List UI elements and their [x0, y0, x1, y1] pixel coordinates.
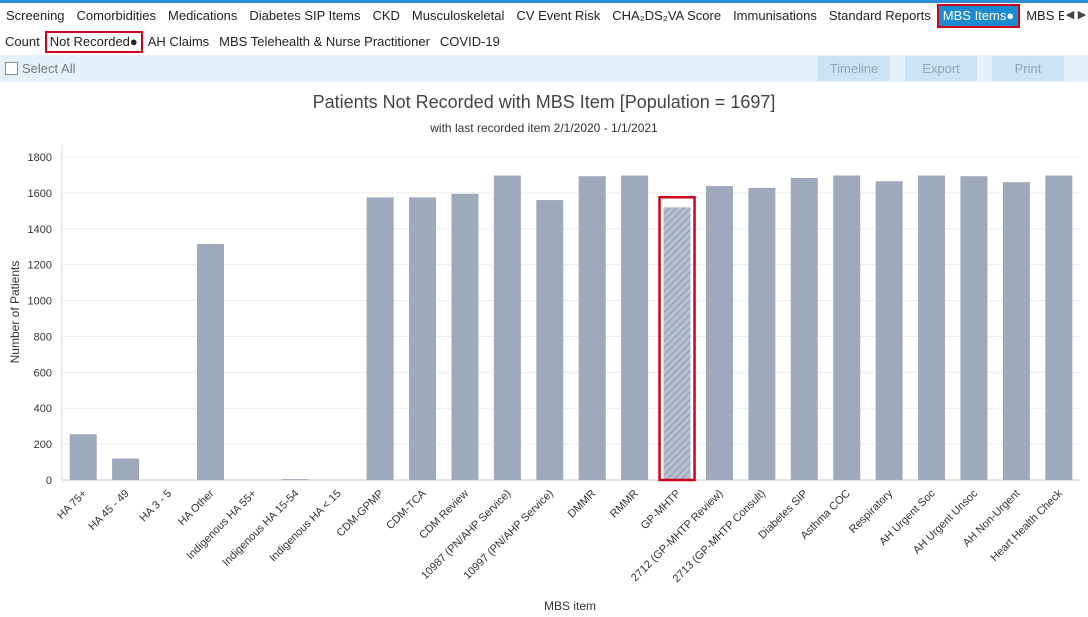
x-tick-label: Indigenous HA 15-54: [220, 488, 301, 569]
bar-10997-pn-ahp-service[interactable]: [536, 200, 564, 481]
y-tick-label: 1400: [28, 224, 52, 236]
tab-diabetes-sip-items[interactable]: Diabetes SIP Items: [249, 8, 361, 23]
x-tick-label: 10997 (PN/AHP Service): [462, 488, 556, 582]
bar-ah-urgent-soc[interactable]: [918, 175, 946, 480]
y-tick-label: 1600: [28, 188, 52, 200]
bar-rmmr[interactable]: [621, 175, 649, 480]
highlight-box: [658, 195, 696, 482]
chart-subtitle: with last recorded item 2/1/2020 - 1/1/2…: [430, 121, 658, 135]
tab-screening[interactable]: Screening: [6, 8, 65, 23]
tab-cha2ds2va-score[interactable]: CHA₂DS₂VA Score: [612, 8, 722, 23]
sub-tab-bar: Count Not Recorded● AH Claims MBS Telehealt…: [0, 30, 1088, 54]
x-axis-label: MBS item: [544, 599, 596, 613]
bar-ah-non-urgent[interactable]: [1002, 182, 1030, 480]
chevron-right-icon[interactable]: ▶: [1076, 3, 1088, 27]
bar-ha-75[interactable]: [69, 434, 97, 480]
bar-dmmr[interactable]: [578, 176, 606, 480]
subtab-not-recorded[interactable]: Not Recorded●: [44, 31, 143, 53]
toolbar: Select All Timeline Export Print: [0, 55, 1088, 82]
x-tick-label: GP-MHTP: [639, 488, 683, 532]
x-tick-label: HA 75+: [55, 488, 89, 522]
checkbox-icon[interactable]: [5, 62, 18, 75]
bar-asthma-coc[interactable]: [833, 175, 861, 480]
y-tick-label: 400: [34, 403, 52, 415]
chart-grid: [61, 145, 1080, 481]
y-axis-label: Number of Patients: [8, 261, 22, 364]
y-axis-ticks: 0 200 400 600 800 1000 1200 1400 1600 1800: [28, 152, 52, 487]
subtab-count[interactable]: Count: [5, 34, 40, 49]
y-tick-label: 1200: [28, 260, 52, 272]
y-tick-label: 1800: [28, 152, 52, 164]
x-tick-label: DMMR: [566, 488, 599, 521]
tab-immunisations[interactable]: Immunisations: [733, 8, 817, 23]
subtab-ah-claims[interactable]: AH Claims: [147, 34, 210, 49]
tab-mbs-items[interactable]: MBS Items●: [936, 4, 1021, 28]
select-all-checkbox[interactable]: Select All: [5, 61, 75, 76]
bar-ha-45-49[interactable]: [112, 458, 140, 480]
bar-ah-urgent-unsoc[interactable]: [960, 176, 988, 480]
tab-comorbidities[interactable]: Comorbidities: [76, 8, 157, 23]
y-tick-label: 200: [34, 439, 52, 451]
bar-heart-health-check[interactable]: [1045, 175, 1073, 480]
y-tick-label: 0: [46, 475, 52, 487]
x-axis-ticks: HA 75+HA 45 - 49 HA 3 - 5 HA OtherIndigeno…: [55, 487, 1065, 585]
chevron-left-icon[interactable]: ◀: [1064, 3, 1076, 27]
bar-respiratory[interactable]: [875, 181, 903, 480]
x-tick-label: HA 45 - 49: [87, 488, 132, 533]
bar-2713-gp-mhtp-consult[interactable]: [748, 187, 776, 480]
x-tick-label: HA Other: [176, 487, 217, 528]
y-tick-label: 600: [34, 367, 52, 379]
bar-cdm-gpmp[interactable]: [366, 197, 394, 480]
tab-cv-event-risk[interactable]: CV Event Risk: [516, 8, 601, 23]
bar-indigenous-ha-15-54[interactable]: [281, 479, 309, 480]
bar-diabetes-sip[interactable]: [790, 177, 818, 480]
subtab-covid-19[interactable]: COVID-19: [439, 34, 500, 49]
x-tick-label: Indigenous HA < 15: [267, 488, 344, 565]
x-tick-label: HA 3 - 5: [138, 488, 175, 525]
bar-2712-gp-mhtp-review[interactable]: [705, 186, 733, 480]
x-tick-label: RMMR: [608, 488, 641, 521]
chart-title: Patients Not Recorded with MBS Item [Pop…: [312, 92, 776, 112]
y-tick-label: 1000: [28, 296, 52, 308]
bar-gp-mhtp[interactable]: [663, 207, 691, 480]
bar-cdm-tca[interactable]: [409, 197, 437, 480]
tab-medications[interactable]: Medications: [168, 8, 238, 23]
tab-musculoskeletal[interactable]: Musculoskeletal: [411, 8, 505, 23]
bar-ha-other[interactable]: [196, 244, 224, 480]
tab-ckd[interactable]: CKD: [372, 8, 400, 23]
timeline-button[interactable]: Timeline: [818, 56, 890, 81]
print-button[interactable]: Print: [992, 56, 1064, 81]
select-all-label: Select All: [22, 61, 76, 76]
export-button[interactable]: Export: [905, 56, 977, 81]
bar-cdm-review[interactable]: [451, 193, 479, 480]
tab-standard-reports[interactable]: Standard Reports: [828, 8, 931, 23]
bar-10987-pn-ahp-service[interactable]: [493, 175, 521, 480]
x-tick-label: Heart Health Check: [989, 487, 1066, 564]
chart-bars: [69, 175, 1073, 482]
x-tick-label: CDM-TCA: [384, 487, 429, 532]
y-tick-label: 800: [34, 331, 52, 343]
top-accent-line: [0, 0, 1088, 3]
subtab-mbs-telehealth[interactable]: MBS Telehealth & Nurse Practitioner: [219, 34, 430, 49]
